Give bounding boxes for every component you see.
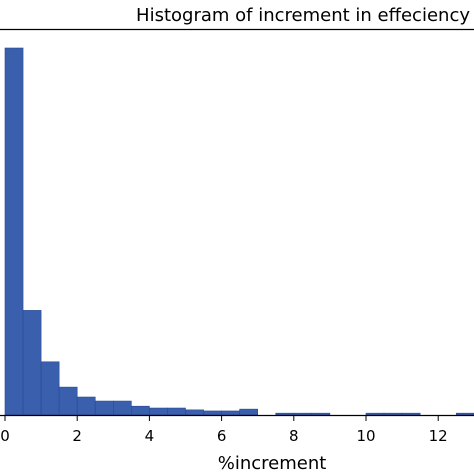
histogram-bar-1: [22, 310, 42, 416]
histogram-bar-10: [185, 409, 204, 416]
histogram-bar-21: [383, 412, 403, 416]
x-tick-label-4: 4: [145, 427, 155, 445]
histogram-bar-8: [149, 407, 168, 416]
x-axis-label: %increment: [218, 453, 327, 474]
x-tick-label-6: 6: [217, 427, 227, 445]
histogram-bar-20: [365, 412, 385, 416]
histogram-bar-25: [455, 412, 474, 416]
x-tick-label-2: 2: [72, 427, 82, 445]
x-tick-label-10: 10: [356, 427, 375, 445]
histogram-bar-15: [275, 412, 295, 416]
x-tick-label-8: 8: [289, 427, 299, 445]
histogram-bar-6: [113, 400, 132, 416]
histogram-bars: [4, 47, 474, 416]
histogram-bar-9: [167, 407, 186, 416]
histogram-bar-7: [131, 405, 150, 416]
chart-title: Histogram of increment in effeciency: [136, 5, 470, 26]
histogram-bar-5: [94, 400, 114, 416]
histogram-bar-0: [4, 47, 24, 416]
x-tick-label-0: 0: [0, 427, 10, 445]
x-axis-ticks: 0 2 4 6 8 10 12: [0, 416, 448, 445]
x-tick-label-12: 12: [429, 427, 448, 445]
histogram-bar-2: [40, 361, 60, 416]
histogram-bar-13: [239, 408, 258, 416]
histogram-bar-16: [293, 412, 313, 416]
histogram-bar-22: [401, 412, 421, 416]
histogram-bar-3: [58, 386, 78, 416]
histogram-bar-17: [311, 412, 331, 416]
histogram-bar-4: [76, 396, 96, 416]
histogram-bar-11: [203, 410, 222, 416]
histogram-bar-12: [221, 410, 240, 416]
